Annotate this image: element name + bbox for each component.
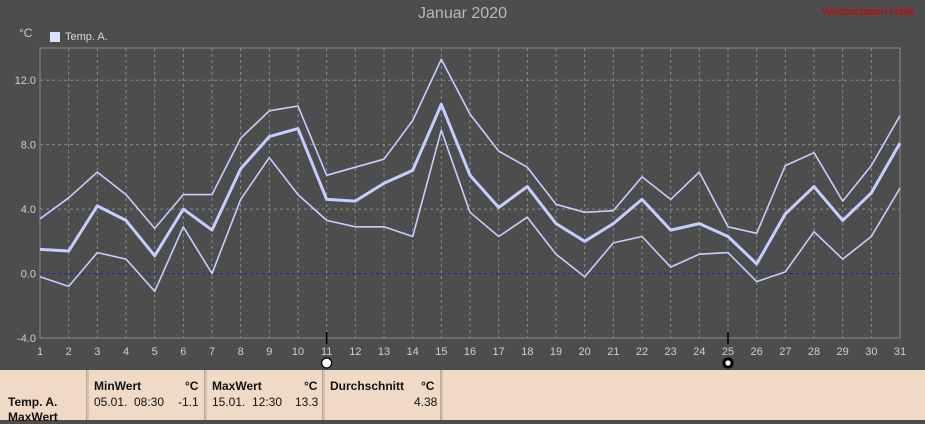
temperature-chart: -4.00.04.08.012.01 2 3 4 5 6 7 8 9 10 11 12 13 14 15 16… [15,47,906,369]
x-tick-label: 28 [808,346,820,358]
station-brand: Wetterstation Halle [822,6,915,18]
series-line-avg [39,102,902,266]
avg-header: Durchschnitt [330,379,405,393]
stats-row-label-2: MaxWert [8,410,58,424]
min-header: MinWert [94,379,142,393]
new-moon-icon-inner [725,360,731,366]
y-tick-label: -4.0 [17,333,36,345]
x-tick-label: 24 [693,346,705,358]
min-unit: °C [185,379,199,393]
x-tick-label: 6 [180,346,186,358]
y-tick-label: 8.0 [21,140,36,152]
full-moon-icon [321,357,333,369]
max-unit: °C [304,379,318,393]
x-tick-label: 20 [579,346,591,358]
y-tick-label: 4.0 [21,204,36,216]
x-tick-label: 7 [209,346,215,358]
avg-value: 4.38 [414,395,438,409]
x-tick-label: 15 [435,346,447,358]
x-tick-label: 2 [66,346,72,358]
min-value: -1.1 [178,395,199,409]
column-separator [322,370,325,420]
x-tick-label: 29 [837,346,849,358]
x-tick-label: 13 [378,346,390,358]
x-tick-label: 8 [238,346,244,358]
y-tick-label: 12.0 [15,75,36,87]
max-time: 12:30 [252,395,283,409]
min-time: 08:30 [134,395,165,409]
x-tick-label: 27 [779,346,791,358]
x-tick-label: 11 [321,346,332,358]
avg-unit: °C [421,379,435,393]
x-tick-label: 19 [550,346,562,358]
legend-swatch [50,32,60,42]
x-tick-label: 25 [722,346,734,358]
chart-title: Januar 2020 [418,5,507,22]
x-tick-label: 21 [607,346,619,358]
x-tick-label: 22 [636,346,648,358]
series-line-min [39,129,901,293]
x-tick-label: 31 [894,346,906,358]
x-tick-label: 9 [266,346,272,358]
max-date: 15.01. [212,395,246,409]
x-tick-label: 30 [865,346,877,358]
statistics-panel: Temp. A. MaxWert MinWert °C 05.01. 08:30… [0,370,925,424]
y-tick-label: 0.0 [21,269,36,281]
x-tick-label: 1 [37,346,43,358]
x-tick-label: 23 [665,346,677,358]
series-line-max [39,58,901,235]
stats-row-label: Temp. A. [8,395,58,409]
x-tick-label: 26 [751,346,763,358]
max-header: MaxWert [212,379,262,393]
x-tick-label: 4 [123,346,129,358]
x-tick-label: 3 [94,346,100,358]
column-separator [86,370,89,420]
y-axis-unit: °C [19,26,33,40]
legend: Temp. A. [50,31,108,43]
x-tick-label: 14 [407,346,419,358]
legend-label: Temp. A. [65,31,108,43]
x-tick-label: 10 [292,346,304,358]
column-separator [204,370,207,420]
chart-area: -4.0 0.0 4.0 8.0 12.0 1 2 3 4 5 6 7 8 9 10 11 12 13 14 15 16… [14,5,915,369]
max-value: 13.3 [295,395,319,409]
min-date: 05.01. [94,395,128,409]
x-tick-label: 16 [464,346,476,358]
x-tick-label: 17 [493,346,505,358]
x-tick-label: 5 [152,346,158,358]
x-tick-label: 12 [349,346,361,358]
column-separator [440,370,443,420]
x-tick-label: 18 [521,346,533,358]
